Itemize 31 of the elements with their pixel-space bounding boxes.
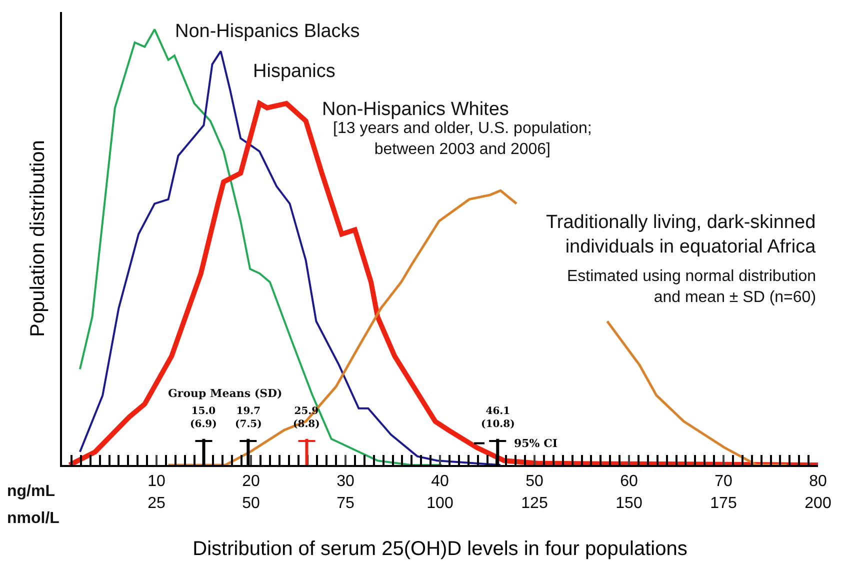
x-tick-label: 30: [336, 473, 354, 490]
series-label: Non-Hispanics Blacks: [175, 21, 360, 42]
x-tick-label: 20: [242, 473, 260, 490]
x2-tick-label: 125: [521, 495, 548, 512]
x-tick-label: 10: [148, 473, 166, 490]
x2-tick-label: 150: [616, 495, 642, 512]
ref-line-label: 15.0 (6.9): [190, 406, 217, 430]
text: nmol/L: [7, 510, 60, 527]
x-tick-label: 60: [620, 473, 638, 490]
x-tick-label: 40: [431, 473, 449, 490]
ref-line-label: 19.7 (7.5): [235, 406, 262, 430]
x-tick-label: 50: [526, 473, 544, 490]
x2-tick-label: 200: [804, 495, 832, 512]
series-label: Traditionally living, dark-skinned individuals in equatorial Africa: [546, 212, 816, 258]
x-tick-label: 80: [809, 473, 827, 490]
series-label: Non-Hispanics Whites: [322, 99, 509, 120]
y-axis-title: Population distribution: [27, 140, 49, 337]
x-axis-title: Distribution of serum 25(OH)D levels in four populations: [192, 538, 688, 560]
x2-tick-label: 175: [710, 495, 737, 512]
x2-tick-label: 100: [426, 495, 454, 512]
x2-tick-label: 25: [148, 495, 166, 512]
series-label: Hispanics: [253, 61, 336, 82]
annotation: Group Means (SD): [168, 387, 282, 400]
x-tick-label: 70: [714, 473, 732, 490]
annotation: [13 years and older, U.S. population; between 2003 and 2006]: [333, 120, 592, 158]
text: ng/mL: [7, 483, 56, 500]
ref-line-label: 46.1 (10.8): [481, 406, 515, 430]
x2-tick-label: 50: [242, 495, 260, 512]
annotation: Estimated using normal distribution and mean ± SD (n=60): [567, 268, 816, 306]
annotation: 95% CI: [514, 437, 558, 450]
x2-tick-label: 75: [336, 495, 354, 512]
